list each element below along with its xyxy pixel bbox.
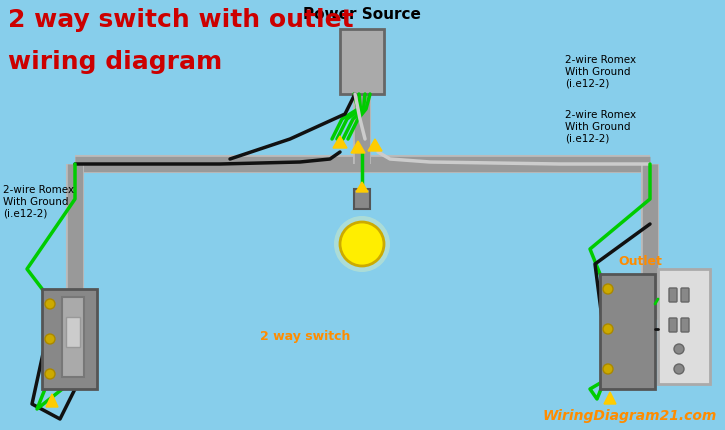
Text: Power Source: Power Source <box>303 7 421 22</box>
Text: WiringDiagram21.com: WiringDiagram21.com <box>542 408 717 422</box>
FancyBboxPatch shape <box>600 274 655 389</box>
Circle shape <box>674 344 684 354</box>
Text: wiring diagram: wiring diagram <box>8 50 223 74</box>
Circle shape <box>334 216 390 272</box>
FancyBboxPatch shape <box>62 297 84 377</box>
Circle shape <box>603 364 613 374</box>
FancyBboxPatch shape <box>354 190 370 209</box>
FancyBboxPatch shape <box>669 289 677 302</box>
FancyBboxPatch shape <box>658 269 710 384</box>
Circle shape <box>674 364 684 374</box>
Circle shape <box>45 299 55 309</box>
Text: 2-wire Romex
With Ground
(i.e12-2): 2-wire Romex With Ground (i.e12-2) <box>565 110 636 143</box>
Circle shape <box>603 284 613 294</box>
Text: 2-wire Romex
With Ground
(i.e12-2): 2-wire Romex With Ground (i.e12-2) <box>565 55 636 88</box>
FancyBboxPatch shape <box>42 289 97 389</box>
Circle shape <box>45 369 55 379</box>
Polygon shape <box>368 140 382 152</box>
FancyBboxPatch shape <box>669 318 677 332</box>
Circle shape <box>340 222 384 266</box>
Polygon shape <box>351 141 365 154</box>
Polygon shape <box>46 394 58 407</box>
Text: 2-wire Romex
With Ground
(i.e12-2): 2-wire Romex With Ground (i.e12-2) <box>3 184 74 218</box>
Polygon shape <box>333 137 347 149</box>
Text: 2 way switch with outlet: 2 way switch with outlet <box>8 8 354 32</box>
FancyBboxPatch shape <box>681 318 689 332</box>
Circle shape <box>603 324 613 334</box>
Polygon shape <box>604 392 616 404</box>
Polygon shape <box>356 183 368 193</box>
FancyBboxPatch shape <box>66 317 80 347</box>
Text: 2 way switch: 2 way switch <box>260 329 350 342</box>
FancyBboxPatch shape <box>681 289 689 302</box>
Circle shape <box>45 334 55 344</box>
Text: Outlet: Outlet <box>618 255 662 267</box>
FancyBboxPatch shape <box>340 30 384 95</box>
